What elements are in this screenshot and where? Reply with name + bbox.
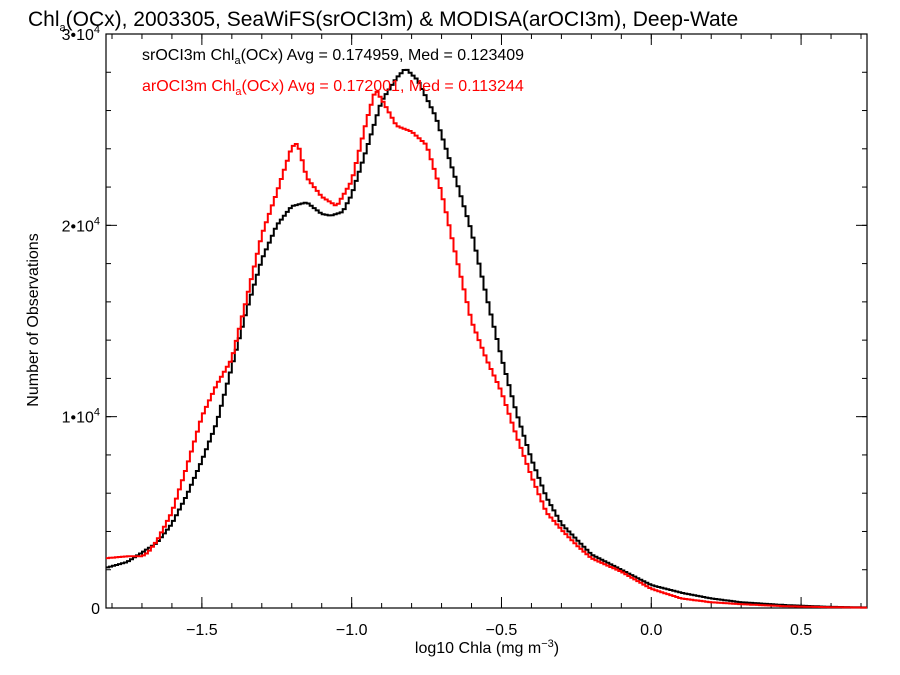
chart-title: Chla(OCx), 2003305, SeaWiFS(srOCI3m) & M… [28, 8, 738, 34]
series-line-arOCI3m [106, 90, 867, 609]
x-tick-label: 0.0 [640, 622, 662, 639]
chart-title-prefix: Chl [28, 8, 60, 31]
legend-arOCI3m-sub: a [235, 86, 242, 98]
x-axis-label-close: ) [554, 640, 559, 657]
chart-title-sub: a [60, 22, 67, 34]
chart-title-rest: (OCx), 2003305, SeaWiFS(srOCI3m) & MODIS… [66, 8, 739, 31]
y-tick-label: 3•104 [62, 24, 100, 44]
x-axis-ticks: −1.5 −1.0 −0.5 0.0 0.5 [111, 34, 862, 639]
legend-entry-srOCI3m: srOCI3m Chla(OCx) Avg = 0.174959, Med = … [142, 47, 524, 67]
x-axis-label-text: log10 Chla (mg m [415, 640, 541, 657]
x-axis-label-sup: −3 [541, 638, 554, 650]
legend-srOCI3m-prefix: srOCI3m Chl [142, 47, 234, 64]
y-axis-ticks: 0 1•104 2•104 3•104 [62, 24, 867, 618]
x-tick-label: −0.5 [486, 622, 518, 639]
x-tick-label: −1.5 [186, 622, 218, 639]
x-tick-label: −1.0 [336, 622, 368, 639]
y-tick-label: 2•104 [62, 215, 100, 235]
series-layer [106, 68, 867, 609]
y-tick-label: 1•104 [62, 407, 100, 427]
legend-arOCI3m-prefix: arOCI3m Chl [142, 78, 235, 95]
x-axis-label: log10 Chla (mg m−3) [415, 638, 559, 657]
series-line-srOCI3m [106, 68, 867, 609]
y-axis-label: Number of Observations [25, 233, 42, 406]
legend-arOCI3m-rest: (OCx) Avg = 0.172001, Med = 0.113244 [241, 78, 523, 95]
legend-srOCI3m-sub: a [234, 55, 241, 67]
legend-entry-arOCI3m: arOCI3m Chla(OCx) Avg = 0.172001, Med = … [142, 78, 524, 98]
x-tick-label: 0.5 [790, 622, 812, 639]
plot-border [105, 33, 868, 609]
plot-frame [105, 33, 868, 609]
y-tick-label: 0 [91, 601, 100, 618]
legend-srOCI3m-rest: (OCx) Avg = 0.174959, Med = 0.123409 [241, 47, 525, 64]
